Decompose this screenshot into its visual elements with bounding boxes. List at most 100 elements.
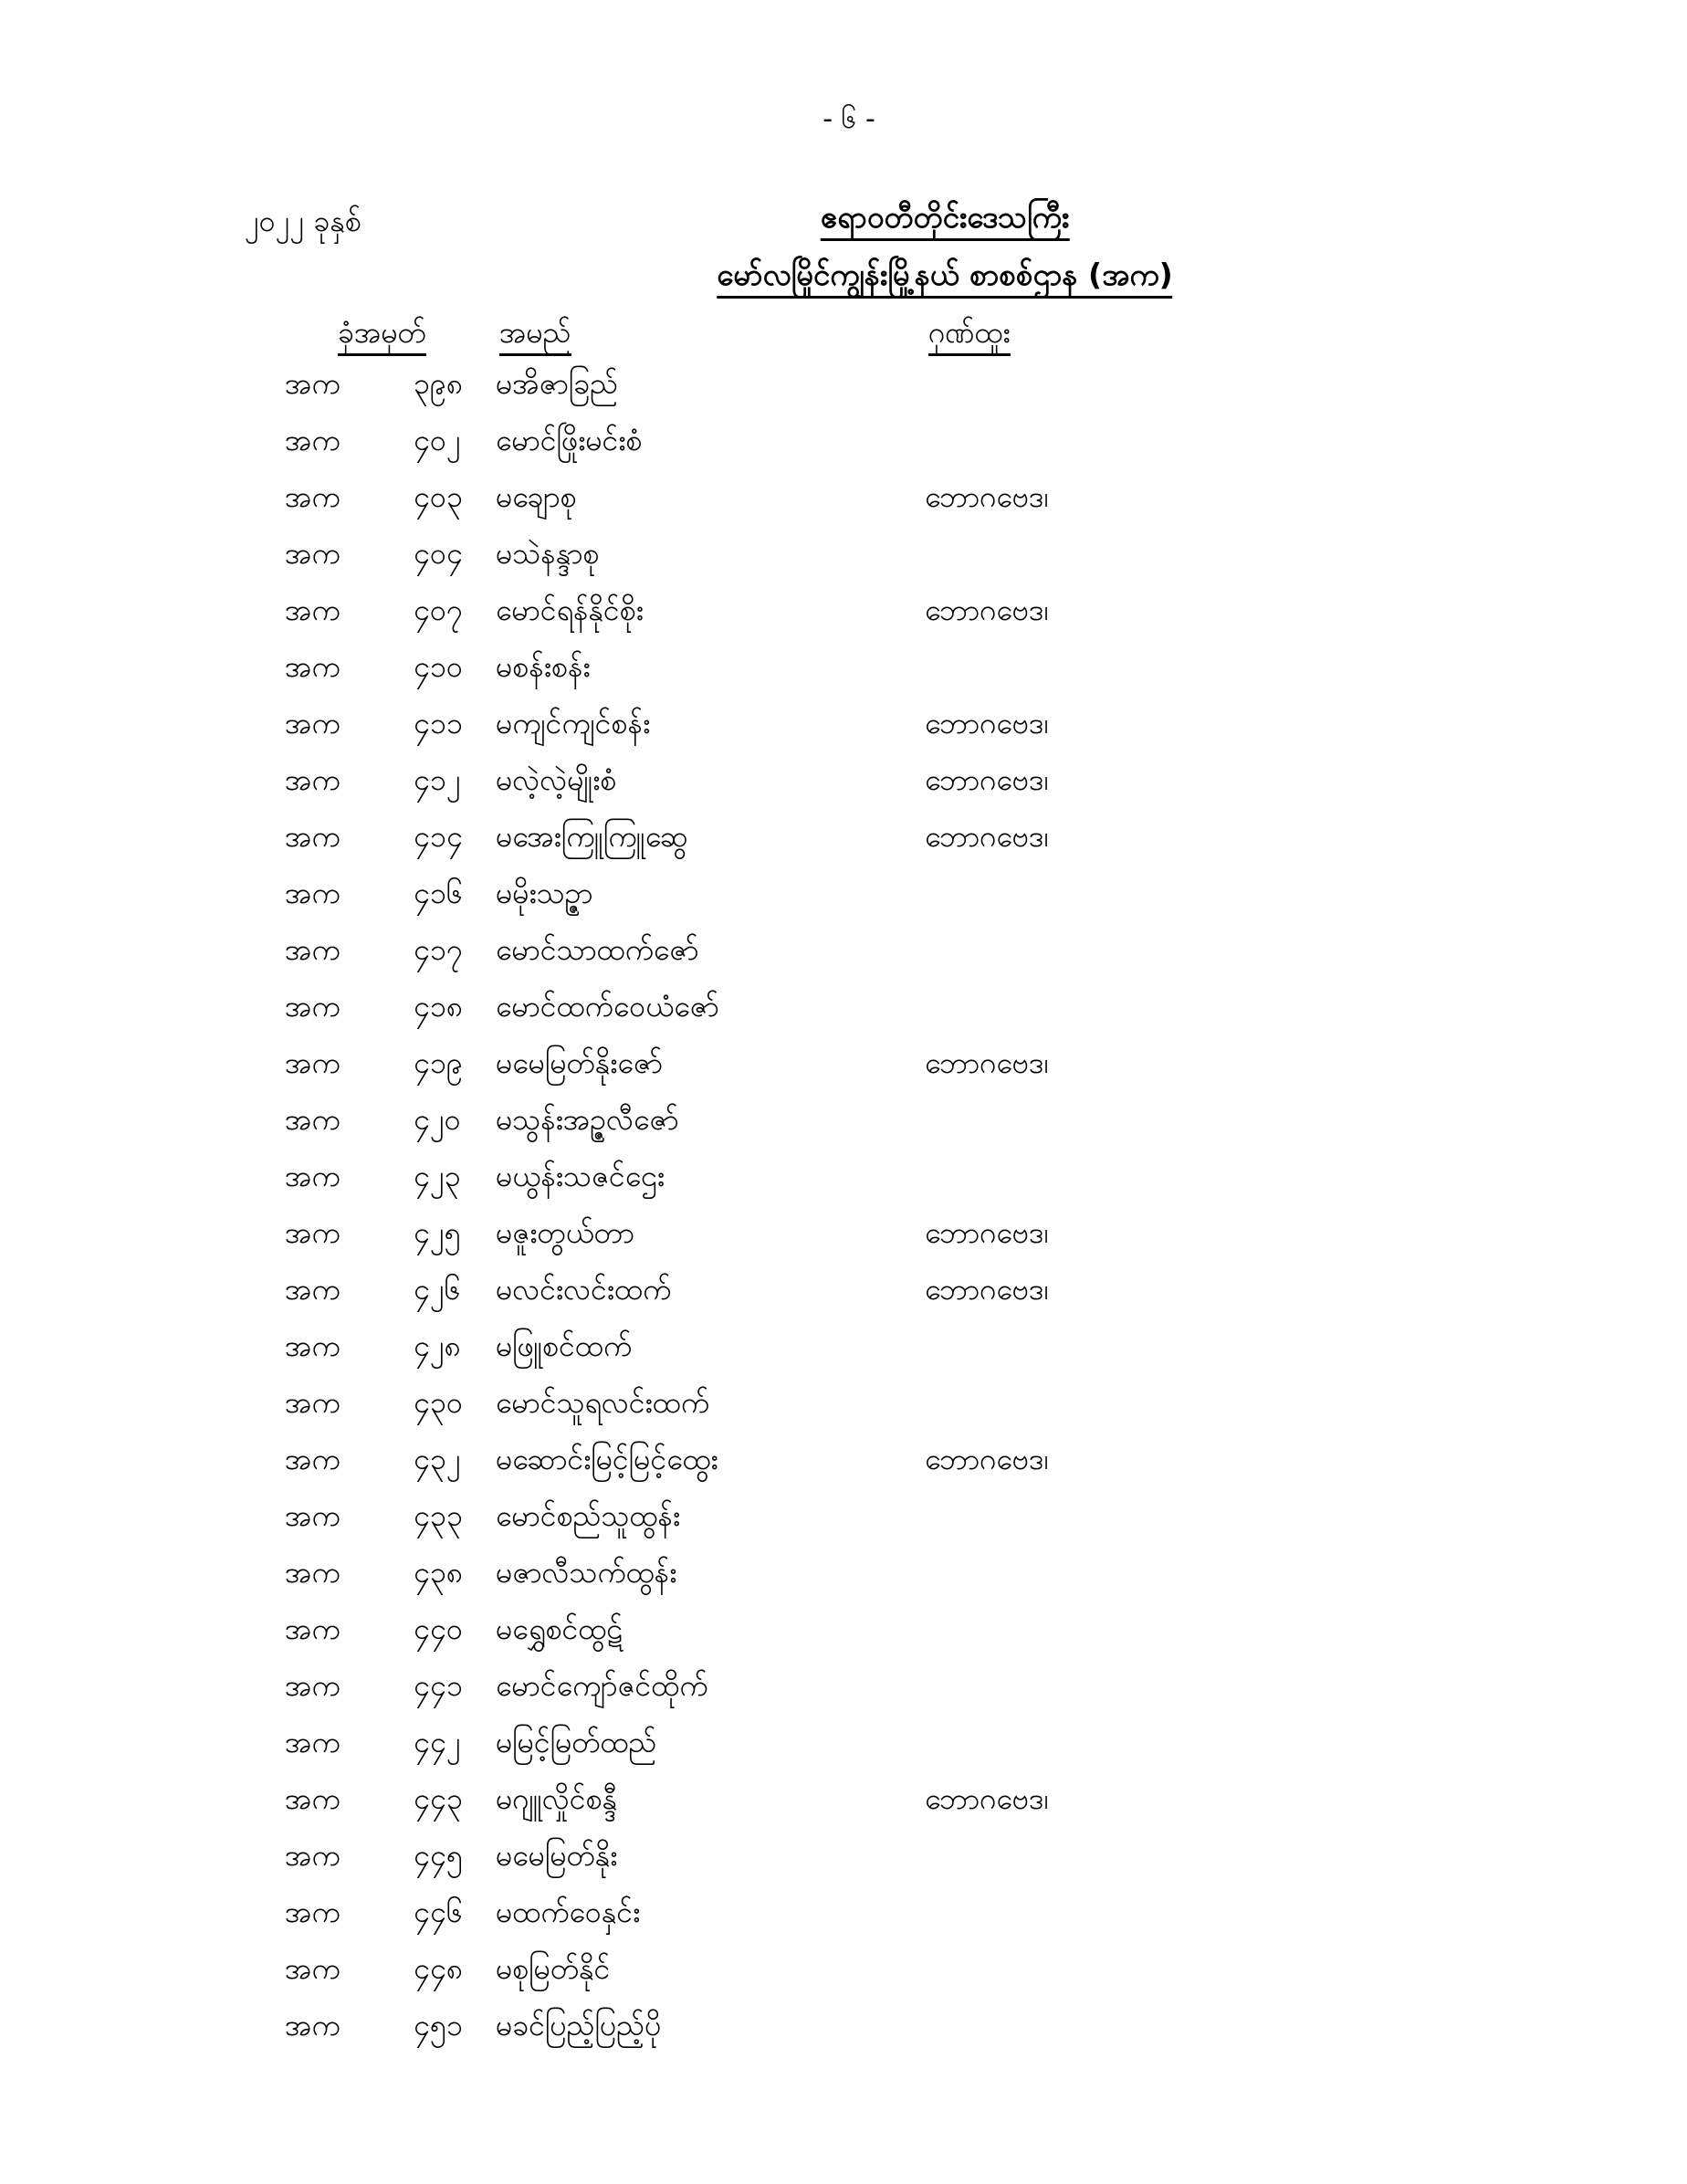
roll-number-cell: ၄၃၈ (414, 1555, 464, 1590)
name-cell: မမေမြတ်နိုးဇော် (496, 1045, 663, 1080)
series-cell: အက (285, 1895, 341, 1929)
roll-number-cell: ၄၁၂ (414, 762, 461, 797)
table-row: အက ၄၀၃ မချောစု ဘောဂဗေဒ၊ (0, 480, 1687, 537)
name-cell: မရွှေစင်ထွဋ် (496, 1612, 623, 1646)
series-cell: အက (285, 1442, 341, 1476)
roll-number-cell: ၄၄၁ (414, 1668, 463, 1703)
table-row: အက ၄၄၅ မမေမြတ်နိုး (0, 1839, 1687, 1895)
table-row: အက ၄၁၄ မအေးကြူကြူဆွေ ဘောဂဗေဒ၊ (0, 820, 1687, 877)
name-cell: မမေမြတ်နိုး (496, 1838, 618, 1873)
table-row: အက ၄၀၇ မောင်ရန်နိုင်စိုး ဘောဂဗေဒ၊ (0, 593, 1687, 650)
distinction-cell: ဘောဂဗေဒ၊ (925, 1442, 1049, 1476)
roll-number-cell: ၄၁၉ (414, 1045, 463, 1080)
series-cell: အက (285, 536, 341, 571)
table-row: အက ၄၂၆ မလင်းလင်းထက် ဘောဂဗေဒ၊ (0, 1273, 1687, 1329)
distinction-cell: ဘောဂဗေဒ၊ (925, 819, 1049, 854)
roll-number-cell: ၄၁၆ (414, 876, 463, 910)
name-cell: မောင်စည်သူထွန်း (496, 1498, 681, 1533)
series-cell: အက (285, 1102, 341, 1137)
name-cell: မမိုးသဉ္ဇာ (496, 876, 593, 910)
table-row: အက ၄၄၈ မစုမြတ်နိုင် (0, 1952, 1687, 2009)
table-row: အက ၄၁၈ မောင်ထက်ဝေယံဇော် (0, 990, 1687, 1046)
name-cell: မယွန်းသဇင်ဌေး (496, 1159, 665, 1193)
table-row: အက ၄၂၈ မဖြူစင်ထက် (0, 1329, 1687, 1386)
column-header-name: အမည် (499, 316, 571, 356)
series-cell: အက (285, 1159, 341, 1193)
roll-number-cell: ၄၁၀ (414, 649, 463, 684)
table-row: အက ၄၄၁ မောင်ကျော်ဇင်ထိုက် (0, 1669, 1687, 1726)
roll-number-cell: ၄၄၀ (414, 1612, 463, 1646)
table-row: အက ၄၃၀ မောင်သူရလင်းထက် (0, 1386, 1687, 1443)
roll-number-cell: ၄၄၈ (414, 1951, 464, 1986)
distinction-cell: ဘောဂဗေဒ၊ (925, 593, 1049, 627)
roll-number-cell: ၄၀၂ (414, 423, 461, 457)
roll-number-cell: ၄၀၄ (414, 536, 463, 571)
name-cell: မောင်ရန်နိုင်စိုး (496, 593, 644, 627)
roll-number-cell: ၄၄၃ (414, 1781, 463, 1816)
table-row: အက ၄၄၆ မထက်ဝေနှင်း (0, 1895, 1687, 1952)
series-cell: အက (285, 1272, 341, 1307)
name-cell: မသွန်းအဉ္ဇလီဇော် (496, 1102, 679, 1137)
roll-number-cell: ၄၁၄ (414, 819, 463, 854)
series-cell: အက (285, 1612, 341, 1646)
series-cell: အက (285, 1385, 341, 1420)
series-cell: အက (285, 932, 341, 967)
name-cell: မထက်ဝေနှင်း (496, 1895, 641, 1929)
name-cell: မဆောင်းမြင့်မြင့်ထွေး (496, 1442, 718, 1476)
roll-number-cell: ၄၁၈ (414, 989, 464, 1024)
name-cell: မလင်းလင်းထက် (496, 1272, 672, 1307)
roll-number-cell: ၄၃၀ (414, 1385, 463, 1420)
series-cell: အက (285, 989, 341, 1024)
name-cell: မစန်းစန်း (496, 649, 591, 684)
table-row: အက ၄၄၂ မမြင့်မြတ်ထည် (0, 1726, 1687, 1782)
series-cell: အက (285, 1215, 341, 1250)
roll-number-cell: ၄၂၈ (414, 1328, 461, 1363)
table-row: အက ၄၂၃ မယွန်းသဇင်ဌေး (0, 1160, 1687, 1216)
name-cell: မောင်သူရလင်းထက် (496, 1385, 709, 1420)
distinction-cell: ဘောဂဗေဒ၊ (925, 1272, 1049, 1307)
table-row: အက ၄၁၂ မလဲ့လဲ့မျိုးစံ ဘောဂဗေဒ၊ (0, 763, 1687, 820)
table-row: အက ၄၁၁ မကျင်ကျင်စန်း ဘောဂဗေဒ၊ (0, 707, 1687, 763)
roll-number-cell: ၄၀၇ (414, 593, 463, 627)
distinction-cell: ဘောဂဗေဒ၊ (925, 1781, 1049, 1816)
table-row: အက ၄၄၃ မဂျူလှိုင်စန္ဒီ ဘောဂဗေဒ၊ (0, 1782, 1687, 1839)
series-cell: အက (285, 1781, 341, 1816)
series-cell: အက (285, 366, 341, 401)
table-row: အက ၄၃၈ မဇာလီသက်ထွန်း (0, 1556, 1687, 1612)
series-cell: အက (285, 423, 341, 457)
name-cell: မအိဇာခြည် (496, 366, 619, 401)
series-cell: အက (285, 1045, 341, 1080)
series-cell: အက (285, 1555, 341, 1590)
name-cell: မခင်ပြည့်ပြည့်ပို (496, 2008, 662, 2042)
series-cell: အက (285, 2008, 341, 2042)
roll-number-cell: ၄၃၃ (414, 1498, 463, 1533)
exam-center-title: မော်လမြိုင်ကျွန်းမြို့နယ် စာစစ်ဌာန (အက) (717, 257, 1173, 299)
series-cell: အက (285, 1328, 341, 1363)
roll-number-cell: ၄၂၃ (414, 1159, 461, 1193)
series-cell: အက (285, 649, 341, 684)
region-title: ဧရာဝတီတိုင်းဒေသကြီး (820, 200, 1070, 241)
table-row: အက ၃၉၈ မအိဇာခြည် (0, 367, 1687, 424)
roll-number-cell: ၄၁၁ (414, 706, 463, 740)
name-cell: မစုမြတ်နိုင် (496, 1951, 611, 1986)
roll-number-cell: ၄၁၇ (414, 932, 463, 967)
series-cell: အက (285, 1725, 341, 1759)
name-cell: မောင်ဖြိုးမင်းစံ (496, 423, 643, 457)
name-cell: မလဲ့လဲ့မျိုးစံ (496, 762, 617, 797)
column-header-roll-number: ခုံအမှတ် (338, 316, 426, 356)
name-cell: မမြင့်မြတ်ထည် (496, 1725, 657, 1759)
series-cell: အက (285, 876, 341, 910)
table-row: အက ၄၂၀ မသွန်းအဉ္ဇလီဇော် (0, 1103, 1687, 1160)
year-label: ၂၀၂၂ ခုနှစ် (245, 204, 362, 238)
name-cell: မောင်ကျော်ဇင်ထိုက် (496, 1668, 708, 1703)
table-row: အက ၄၃၂ မဆောင်းမြင့်မြင့်ထွေး ဘောဂဗေဒ၊ (0, 1443, 1687, 1499)
series-cell: အက (285, 819, 341, 854)
roll-number-cell: ၄၂၅ (414, 1215, 461, 1250)
name-cell: မချောစု (496, 479, 577, 514)
table-row: အက ၄၀၄ မသဲနန္ဒာစု (0, 537, 1687, 593)
table-row: အက ၄၄၀ မရွှေစင်ထွဋ် (0, 1612, 1687, 1669)
series-cell: အက (285, 593, 341, 627)
name-cell: မောင်ထက်ဝေယံဇော် (496, 989, 719, 1024)
